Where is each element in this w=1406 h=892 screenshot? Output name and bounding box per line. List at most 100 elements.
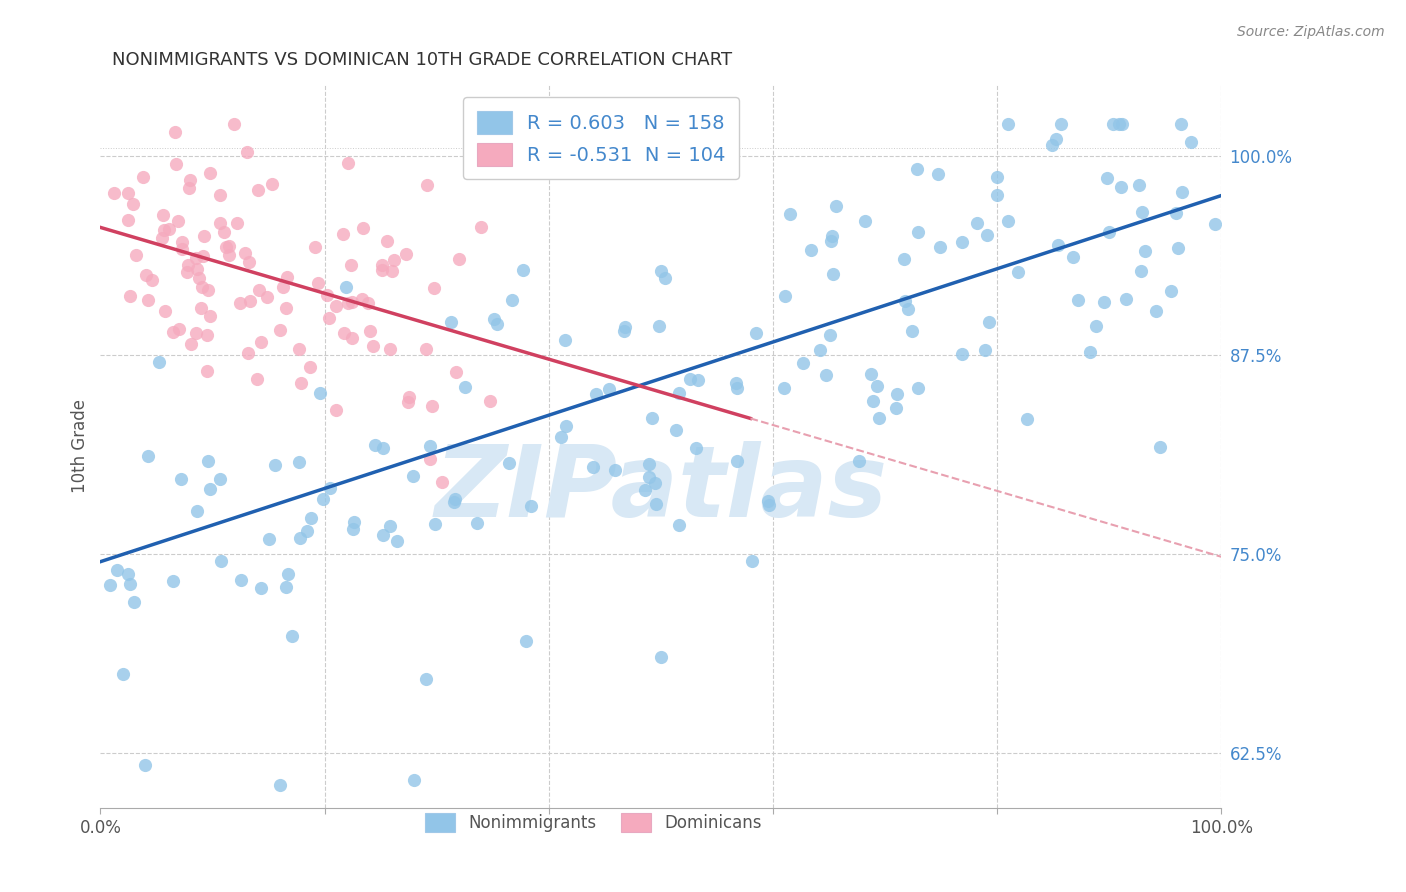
Point	[215, 240, 238, 254]
Point	[820, 234, 842, 248]
Point	[1160, 284, 1182, 298]
Point	[425, 517, 447, 532]
Point	[634, 483, 657, 497]
Point	[1098, 225, 1121, 239]
Point	[800, 243, 823, 257]
Point	[380, 342, 402, 356]
Point	[276, 269, 298, 284]
Point	[1164, 206, 1187, 220]
Point	[176, 265, 198, 279]
Point	[1149, 440, 1171, 454]
Point	[337, 295, 360, 310]
Point	[224, 117, 246, 131]
Point	[238, 346, 260, 360]
Point	[515, 634, 537, 648]
Point	[1170, 117, 1192, 131]
Point	[191, 280, 214, 294]
Point	[402, 468, 425, 483]
Point	[756, 494, 779, 508]
Point	[150, 231, 173, 245]
Point	[371, 263, 394, 277]
Point	[725, 376, 748, 390]
Point	[1129, 263, 1152, 277]
Point	[997, 213, 1019, 227]
Point	[209, 554, 232, 568]
Point	[325, 402, 347, 417]
Point	[821, 229, 844, 244]
Point	[177, 181, 200, 195]
Point	[893, 252, 915, 266]
Point	[352, 221, 374, 235]
Point	[966, 216, 988, 230]
Point	[281, 629, 304, 643]
Point	[342, 522, 364, 536]
Point	[162, 326, 184, 340]
Point	[1128, 178, 1150, 192]
Point	[198, 309, 221, 323]
Point	[447, 252, 470, 266]
Point	[893, 293, 915, 308]
Point	[134, 268, 156, 282]
Point	[318, 481, 340, 495]
Point	[350, 292, 373, 306]
Point	[818, 328, 841, 343]
Point	[519, 500, 541, 514]
Point	[485, 317, 508, 331]
Point	[239, 293, 262, 308]
Point	[236, 145, 259, 159]
Point	[1095, 171, 1118, 186]
Point	[186, 504, 208, 518]
Point	[288, 531, 311, 545]
Point	[298, 359, 321, 374]
Point	[1102, 117, 1125, 131]
Point	[165, 125, 187, 139]
Point	[209, 187, 232, 202]
Point	[1040, 138, 1063, 153]
Point	[415, 343, 437, 357]
Point	[359, 324, 381, 338]
Point	[208, 216, 231, 230]
Point	[340, 331, 363, 345]
Point	[141, 273, 163, 287]
Point	[679, 372, 702, 386]
Point	[745, 326, 768, 341]
Point	[1108, 117, 1130, 131]
Point	[197, 283, 219, 297]
Point	[900, 324, 922, 338]
Point	[772, 381, 794, 395]
Point	[172, 235, 194, 249]
Point	[179, 173, 201, 187]
Point	[132, 170, 155, 185]
Point	[120, 577, 142, 591]
Point	[308, 386, 330, 401]
Point	[897, 302, 920, 317]
Point	[385, 534, 408, 549]
Point	[125, 248, 148, 262]
Point	[398, 390, 420, 404]
Point	[977, 315, 1000, 329]
Point	[262, 177, 284, 191]
Point	[419, 452, 441, 467]
Point	[741, 554, 763, 568]
Point	[299, 511, 322, 525]
Point	[177, 258, 200, 272]
Text: Source: ZipAtlas.com: Source: ZipAtlas.com	[1237, 25, 1385, 39]
Point	[1092, 295, 1115, 310]
Point	[725, 454, 748, 468]
Point	[668, 386, 690, 401]
Point	[325, 299, 347, 313]
Point	[134, 758, 156, 772]
Point	[792, 356, 814, 370]
Point	[193, 229, 215, 244]
Point	[423, 281, 446, 295]
Point	[512, 263, 534, 277]
Point	[226, 216, 249, 230]
Point	[304, 240, 326, 254]
Point	[1085, 318, 1108, 333]
Point	[246, 372, 269, 386]
Point	[269, 778, 291, 792]
Point	[1047, 238, 1070, 252]
Point	[277, 566, 299, 581]
Point	[269, 323, 291, 337]
Point	[928, 240, 950, 254]
